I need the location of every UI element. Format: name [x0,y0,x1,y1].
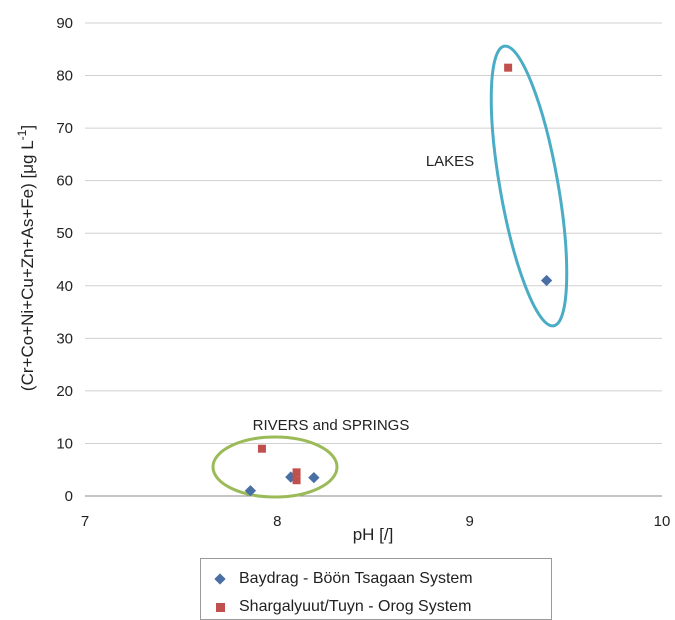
y-axis-title-end: ] [18,125,37,130]
lakes-label: LAKES [426,153,474,170]
diamond-point [540,274,553,287]
groupings [211,44,569,499]
x-tick-label: 9 [466,513,474,530]
square-point [504,63,513,72]
y-axis-title-main: (Cr+Co+Ni+Cu+Zn+As+Fe) [μg L [18,140,37,391]
legend: Baydrag - Böön Tsagaan System Shargalyuu… [200,558,552,620]
y-axis-title: (Cr+Co+Ni+Cu+Zn+As+Fe) [μg L-1] [15,125,37,391]
diamond-point [308,471,320,484]
diamond-point [244,485,257,497]
y-tick-label: 30 [56,330,73,347]
square-point [292,476,301,485]
y-tick-label: 50 [56,225,73,242]
legend-label: Baydrag - Böön Tsagaan System [239,570,473,587]
x-tick-labels: 7 8 9 10 [81,513,671,530]
y-tick-label: 60 [56,173,73,190]
y-tick-label: 40 [56,278,73,295]
rivers-springs-ellipse [211,435,339,499]
diamond-marker-icon [213,572,227,586]
legend-label: Shargalyuut/Tuyn - Orog System [239,598,472,615]
y-tick-label: 20 [56,383,73,400]
data-points [244,63,553,497]
y-tick-label: 80 [56,68,73,85]
square-point [292,468,301,477]
x-tick-label: 8 [273,513,281,530]
x-tick-label: 7 [81,513,89,530]
lakes-ellipse [489,44,569,328]
x-axis-title: pH [/] [353,525,394,544]
y-tick-label: 10 [56,435,73,452]
square-marker-icon [213,600,227,614]
rivers-springs-label: RIVERS and SPRINGS [253,417,410,434]
square-point [257,444,266,453]
y-tick-label: 0 [65,488,73,505]
y-tick-labels: 0 10 20 30 40 50 60 70 80 90 [56,15,73,505]
y-axis-title-superscript: -1 [15,129,29,140]
y-tick-label: 90 [56,15,73,32]
y-tick-label: 70 [56,120,73,137]
grid [85,22,662,444]
legend-item: Baydrag - Böön Tsagaan System [213,568,473,590]
x-tick-label: 10 [654,513,671,530]
chart: 7 8 9 10 0 10 20 30 40 50 60 70 80 90 pH… [15,15,671,544]
legend-item: Shargalyuut/Tuyn - Orog System [213,596,471,618]
